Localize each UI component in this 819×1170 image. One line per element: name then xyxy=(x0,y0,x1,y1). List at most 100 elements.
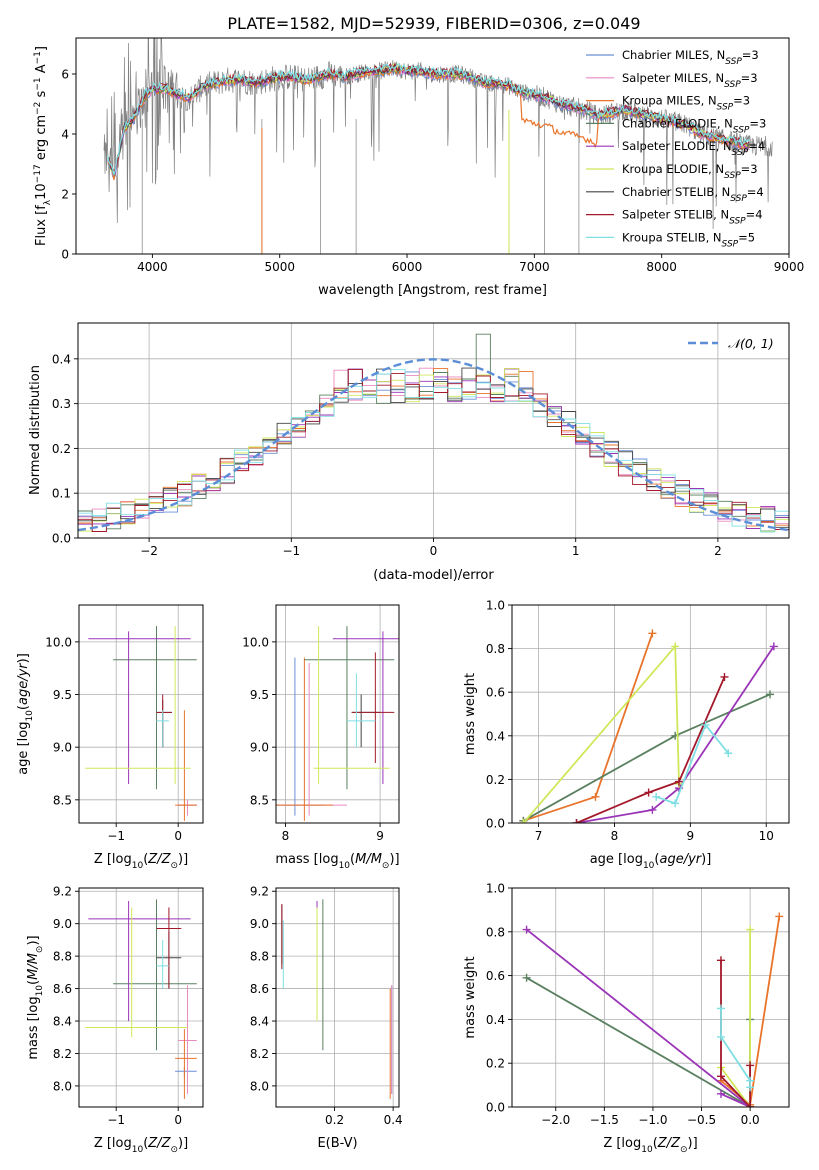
mass_weight_vs_Z-y-tick-label: 1.0 xyxy=(486,882,505,896)
spectrum-legend-label: Salpeter ELODIE, NSSP=4 xyxy=(622,139,765,158)
mass_vs_ebv-x-tick-label: 0.4 xyxy=(384,1113,403,1127)
spectrum-x-tick-label: 6000 xyxy=(392,260,423,274)
age_vs_Z-y-label: age [log10(age/yr)] xyxy=(16,653,35,775)
spectrum-legend-label: Kroupa STELIB, NSSP=5 xyxy=(622,230,755,249)
spectrum-model-line xyxy=(107,62,750,171)
residuals-gaussian-curve xyxy=(78,358,789,532)
residuals-plot-area xyxy=(78,323,789,538)
residuals-x-tick-label: 1 xyxy=(572,544,580,558)
mass_weight_vs_Z-y-tick-label: 0.6 xyxy=(486,969,505,983)
mass_weight_vs_Z-point-marker xyxy=(716,1004,725,1013)
mass_vs_ebv-grid xyxy=(276,888,399,1107)
mass_weight_vs_Z-series-line xyxy=(526,928,751,1107)
residuals-x-tick-label: 0 xyxy=(430,544,438,558)
spectrum-frame xyxy=(75,37,790,255)
mass_weight_vs_Z-point-marker xyxy=(746,1061,755,1070)
mass_weight_vs_age-x-tick-label: 7 xyxy=(535,829,543,843)
mass_vs_ebv-y-tick-label: 9.2 xyxy=(250,885,269,899)
residuals-x-label: (data-model)/error xyxy=(373,568,494,583)
mass_weight_vs_Z-series-line xyxy=(720,1008,751,1088)
residuals-y-tick-label: 0.0 xyxy=(52,532,71,546)
mass_weight_vs_Z-y-tick-label: 0.4 xyxy=(486,1013,505,1027)
mass_weight_vs_age-series-line xyxy=(576,645,775,823)
age_vs_mass-grid xyxy=(276,605,399,823)
mass_weight_vs_Z-x-label: Z [log10(Z/Z⊙)] xyxy=(603,1136,697,1155)
mass_weight_vs_Z-point-marker xyxy=(775,912,784,921)
mass_vs_Z-y-tick-label: 9.0 xyxy=(53,917,72,931)
mass_weight_vs_Z-grid xyxy=(512,888,789,1107)
figure-title: PLATE=1582, MJD=52939, FIBERID=0306, z=0… xyxy=(227,14,640,33)
mass_weight_vs_Z-y-tick-label: 0.8 xyxy=(486,925,505,939)
spectrum-x-tick-label: 8000 xyxy=(646,260,677,274)
mass_vs_ebv-plot-area xyxy=(276,888,399,1107)
age_vs_Z-y-tick-label: 9.0 xyxy=(53,741,72,755)
mass_weight_vs_age-point-marker xyxy=(652,792,661,801)
spectrum-model-line xyxy=(107,62,750,177)
mass_weight_vs_age-x-label: age [log10(age/yr)] xyxy=(590,852,712,871)
mass_weight_vs_Z-point-marker xyxy=(522,925,531,934)
mass_weight_vs_age-point-marker xyxy=(674,777,683,786)
mass_weight_vs_Z-point-marker xyxy=(746,925,755,934)
mass_weight_vs_Z-point-marker xyxy=(716,956,725,965)
mass_weight_vs_age-point-marker xyxy=(572,819,581,823)
mass_vs_Z-y-tick-label: 8.6 xyxy=(53,982,72,996)
mass_vs_Z-y-label: mass [log10(M/M⊙)] xyxy=(26,935,45,1059)
mass_weight_vs_age-series-line xyxy=(576,676,726,823)
mass_vs_Z-y-tick-label: 9.2 xyxy=(53,885,72,899)
mass_weight_vs_Z-x-tick-label: −1.0 xyxy=(638,1113,667,1127)
mass_weight_vs_age-point-marker xyxy=(724,749,733,758)
spectrum-x-tick-label: 9000 xyxy=(774,260,805,274)
mass_weight_vs_age-x-tick-label: 9 xyxy=(687,829,695,843)
mass_weight_vs_age-point-marker xyxy=(671,642,680,651)
age_vs_mass-y-tick-label: 8.5 xyxy=(250,793,269,807)
age_vs_mass-y-tick-label: 10.0 xyxy=(242,635,269,649)
residuals-x-tick-label: −2 xyxy=(140,544,158,558)
residuals-y-tick-label: 0.4 xyxy=(52,352,71,366)
mass_vs_ebv-y-tick-label: 8.4 xyxy=(250,1015,269,1029)
mass_vs_ebv-y-tick-label: 8.8 xyxy=(250,950,269,964)
age_vs_Z-x-label: Z [log10(Z/Z⊙)] xyxy=(94,852,188,871)
mass_vs_ebv-x-tick-label: 0.2 xyxy=(325,1113,344,1127)
mass_weight_vs_Z-point-marker xyxy=(716,1089,725,1098)
spectrum-legend-label: Chabrier STELIB, NSSP=4 xyxy=(622,185,764,204)
age_vs_mass-frame xyxy=(275,604,400,824)
mass_vs_ebv-y-tick-label: 8.6 xyxy=(250,982,269,996)
mass_vs_Z-x-label: Z [log10(Z/Z⊙)] xyxy=(94,1136,188,1155)
mass_vs_ebv-y-tick-label: 9.0 xyxy=(250,917,269,931)
age_vs_Z-y-tick-label: 8.5 xyxy=(53,793,72,807)
mass_weight_vs_Z-series-line xyxy=(526,977,751,1107)
mass_weight_vs_Z-y-tick-label: 0.2 xyxy=(486,1057,505,1071)
residuals-x-tick-label: 2 xyxy=(714,544,722,558)
spectrum-x-tick-label: 7000 xyxy=(519,260,550,274)
mass_weight_vs_Z-point-marker xyxy=(716,1032,725,1041)
mass_vs_ebv-y-tick-label: 8.2 xyxy=(250,1047,269,1061)
spectrum-y-tick-label: 4 xyxy=(61,128,69,142)
mass_weight_vs_age-point-marker xyxy=(648,805,657,814)
spectrum-legend-label: Salpeter STELIB, NSSP=4 xyxy=(622,208,763,227)
mass_vs_Z-grid xyxy=(79,888,203,1107)
age_vs_mass-y-tick-label: 9.0 xyxy=(250,741,269,755)
mass_weight_vs_age-plot-area xyxy=(512,605,789,823)
mass_vs_Z-y-tick-label: 8.8 xyxy=(53,950,72,964)
mass_vs_Z-y-tick-label: 8.0 xyxy=(53,1079,72,1093)
age_vs_Z-grid xyxy=(79,605,203,823)
spectrum-x-tick-label: 5000 xyxy=(264,260,295,274)
mass_weight_vs_age-y-tick-label: 0.6 xyxy=(486,686,505,700)
residuals-hist-line xyxy=(78,369,789,533)
mass_weight_vs_Z-point-marker xyxy=(746,1103,755,1107)
age_vs_Z-y-tick-label: 9.5 xyxy=(53,688,72,702)
mass_weight_vs_Z-point-marker xyxy=(522,973,531,982)
residuals-y-tick-label: 0.3 xyxy=(52,397,71,411)
mass_weight_vs_age-y-tick-label: 1.0 xyxy=(486,599,505,613)
age_vs_Z-x-tick-label: 0 xyxy=(174,829,182,843)
mass_weight_vs_age-point-marker xyxy=(648,629,657,638)
mass_vs_ebv-x-label: E(B-V) xyxy=(317,1136,357,1151)
mass_vs_ebv-y-tick-label: 8.0 xyxy=(250,1079,269,1093)
spectrum-y-label: Flux [fλ10−17 erg cm−2 s−1 A−1] xyxy=(33,46,53,246)
mass_weight_vs_age-series-line xyxy=(522,693,771,822)
mass_weight_vs_age-series-line xyxy=(655,723,730,805)
mass_weight_vs_age-point-marker xyxy=(519,819,528,823)
mass_vs_Z-x-tick-label: −1 xyxy=(107,1113,125,1127)
age_vs_mass-x-tick-label: 9 xyxy=(376,829,384,843)
mass_weight_vs_age-x-tick-label: 8 xyxy=(611,829,619,843)
